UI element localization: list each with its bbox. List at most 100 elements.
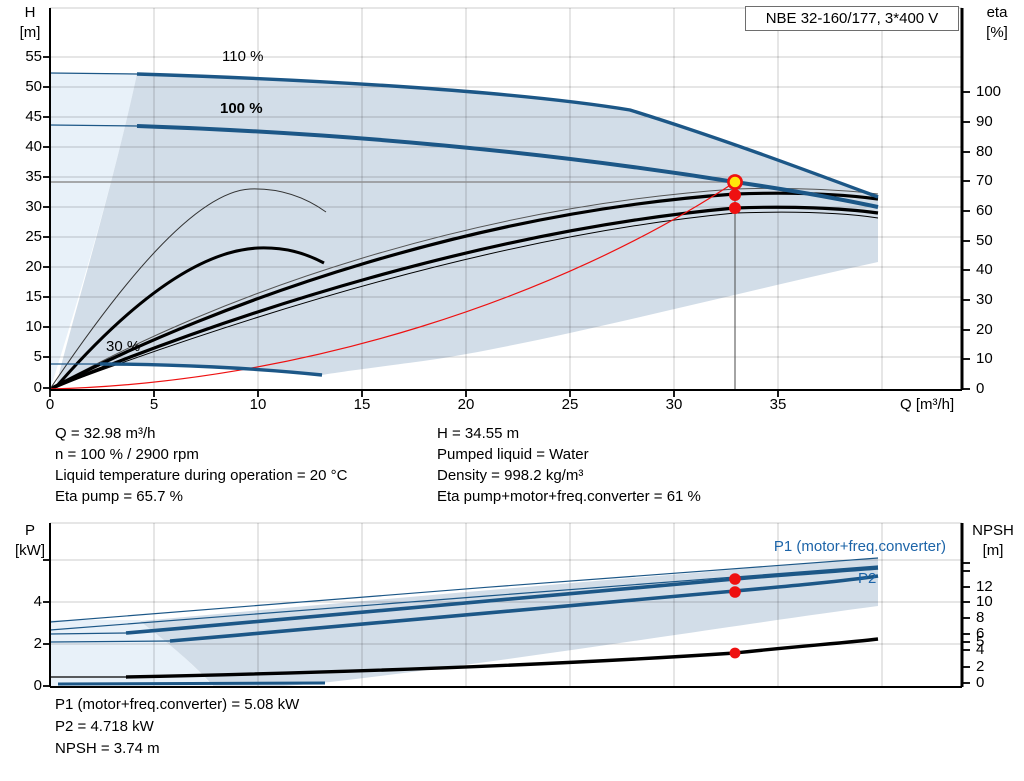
- q-tick: 25: [561, 396, 579, 413]
- curve-p1: [125, 566, 879, 635]
- detail-line: Eta pump = 65.7 %: [55, 488, 183, 505]
- marker-eta-total: [729, 202, 741, 214]
- detail-line: Eta pump+motor+freq.converter = 61 %: [437, 488, 701, 505]
- curve-p1-110pct-thin: [49, 557, 879, 623]
- result-line: P1 (motor+freq.converter) = 5.08 kW: [55, 696, 300, 713]
- h-tick: 10: [25, 318, 42, 335]
- curve-p2: [169, 574, 879, 643]
- h-tick: 15: [25, 288, 42, 305]
- eta-tick: 70: [976, 172, 993, 189]
- q-tick: 35: [769, 396, 787, 413]
- bottom-envelope-band: [140, 558, 878, 688]
- detail-line: Q = 32.98 m³/h: [55, 425, 156, 442]
- eta-tick: 10: [976, 350, 993, 367]
- curve-eta-pump-30pct: [49, 188, 327, 390]
- h-tick: 55: [25, 48, 42, 65]
- top-duty-wedge-light: [50, 73, 137, 390]
- q-tick: 15: [353, 396, 371, 413]
- curve-110pct: [136, 72, 879, 199]
- top-axes: [43, 8, 970, 397]
- detail-line: Liquid temperature during operation = 20…: [55, 467, 348, 484]
- npsh-axis-unit: [m]: [982, 542, 1004, 559]
- label-p1-curve: P1 (motor+freq.converter): [773, 538, 946, 555]
- p-axis-title: P [kW]: [8, 521, 52, 561]
- eta-tick: 0: [976, 380, 985, 397]
- p-tick: 4: [33, 593, 42, 610]
- detail-line: Pumped liquid = Water: [437, 446, 589, 463]
- curve-p1-thin: [49, 632, 127, 635]
- npsh-tick: 2: [976, 658, 985, 675]
- h-tick: 25: [25, 228, 42, 245]
- detail-line: H = 34.55 m: [437, 425, 520, 442]
- q-tick: 5: [149, 396, 159, 413]
- eta-tick: 20: [976, 321, 993, 338]
- h-tick: 45: [25, 108, 42, 125]
- eta-axis-name: eta: [986, 4, 1008, 21]
- q-tick: 0: [45, 396, 55, 413]
- h-tick: 5: [33, 348, 42, 365]
- detail-line: Density = 998.2 kg/m³: [437, 467, 584, 484]
- result-line: P2 = 4.718 kW: [55, 718, 154, 735]
- pump-title-box: NBE 32-160/177, 3*400 V: [745, 6, 959, 31]
- npsh-axis-name: NPSH: [972, 522, 1014, 539]
- eta-tick: 50: [976, 232, 993, 249]
- result-line: NPSH = 3.74 m: [55, 740, 160, 757]
- h-axis-title: H [m]: [12, 3, 48, 43]
- marker-eta-pump: [729, 189, 741, 201]
- bottom-duty-wedge-light: [50, 620, 214, 688]
- h-tick: 50: [25, 78, 42, 95]
- detail-line: n = 100 % / 2900 rpm: [55, 446, 199, 463]
- details-left: Q = 32.98 m³/h n = 100 % / 2900 rpm Liqu…: [55, 423, 347, 507]
- label-speed-30: 30 %: [106, 338, 141, 355]
- marker-duty-point: [727, 174, 743, 190]
- curve-p2-thin: [49, 640, 171, 643]
- h-tick: 0: [33, 379, 42, 396]
- curve-100pct-thin: [49, 124, 138, 127]
- npsh-tick: 6: [976, 625, 985, 642]
- h-tick: 30: [25, 198, 42, 215]
- curve-eta-total: [49, 205, 879, 391]
- q-tick: 20: [457, 396, 475, 413]
- curve-npsh: [125, 637, 879, 679]
- curve-p-30pct: [57, 681, 326, 686]
- p-tick: 2: [33, 635, 42, 652]
- details-right: H = 34.55 m Pumped liquid = Water Densit…: [437, 423, 701, 507]
- results-panel: P1 (motor+freq.converter) = 5.08 kW P2 =…: [55, 694, 299, 760]
- label-speed-110: 110 %: [222, 48, 264, 65]
- eta-tick: 40: [976, 261, 993, 278]
- eta-axis-unit: [%]: [986, 24, 1008, 41]
- q-tick: 30: [665, 396, 683, 413]
- h-axis-name: H: [24, 4, 36, 21]
- npsh-tick: 12: [976, 578, 993, 595]
- h-tick: 35: [25, 168, 42, 185]
- eta-tick: 30: [976, 291, 993, 308]
- eta-axis-title: eta [%]: [976, 3, 1018, 43]
- p-axis-name: P: [24, 522, 35, 539]
- q-axis-label: Q [m³/h]: [900, 396, 955, 413]
- curve-110pct-thin: [49, 72, 138, 75]
- eta-tick: 60: [976, 202, 993, 219]
- h-tick: 40: [25, 138, 42, 155]
- curve-eta-total-thin: [49, 211, 879, 390]
- h-tick: 20: [25, 258, 42, 275]
- marker-p2: [729, 586, 741, 598]
- bottom-axes: [43, 523, 970, 688]
- npsh-tick: 4: [976, 641, 985, 658]
- curve-30pct: [99, 362, 323, 377]
- curve-eta-pump-thin: [49, 187, 879, 390]
- curve-100pct: [136, 124, 879, 209]
- q-tick: 10: [249, 396, 267, 413]
- eta-tick: 100: [976, 83, 1002, 100]
- label-p2-curve: P2: [858, 570, 877, 587]
- h-axis-unit: [m]: [19, 24, 41, 41]
- npsh-axis-title: NPSH [m]: [964, 521, 1022, 561]
- p-axis-unit: [kW]: [15, 542, 45, 559]
- curve-eta-total-30pct: [54, 246, 325, 388]
- marker-npsh: [729, 647, 741, 659]
- npsh-tick: 8: [976, 609, 985, 626]
- npsh-tick: 10: [976, 593, 993, 610]
- p-tick: 0: [33, 677, 42, 694]
- eta-tick: 80: [976, 143, 993, 160]
